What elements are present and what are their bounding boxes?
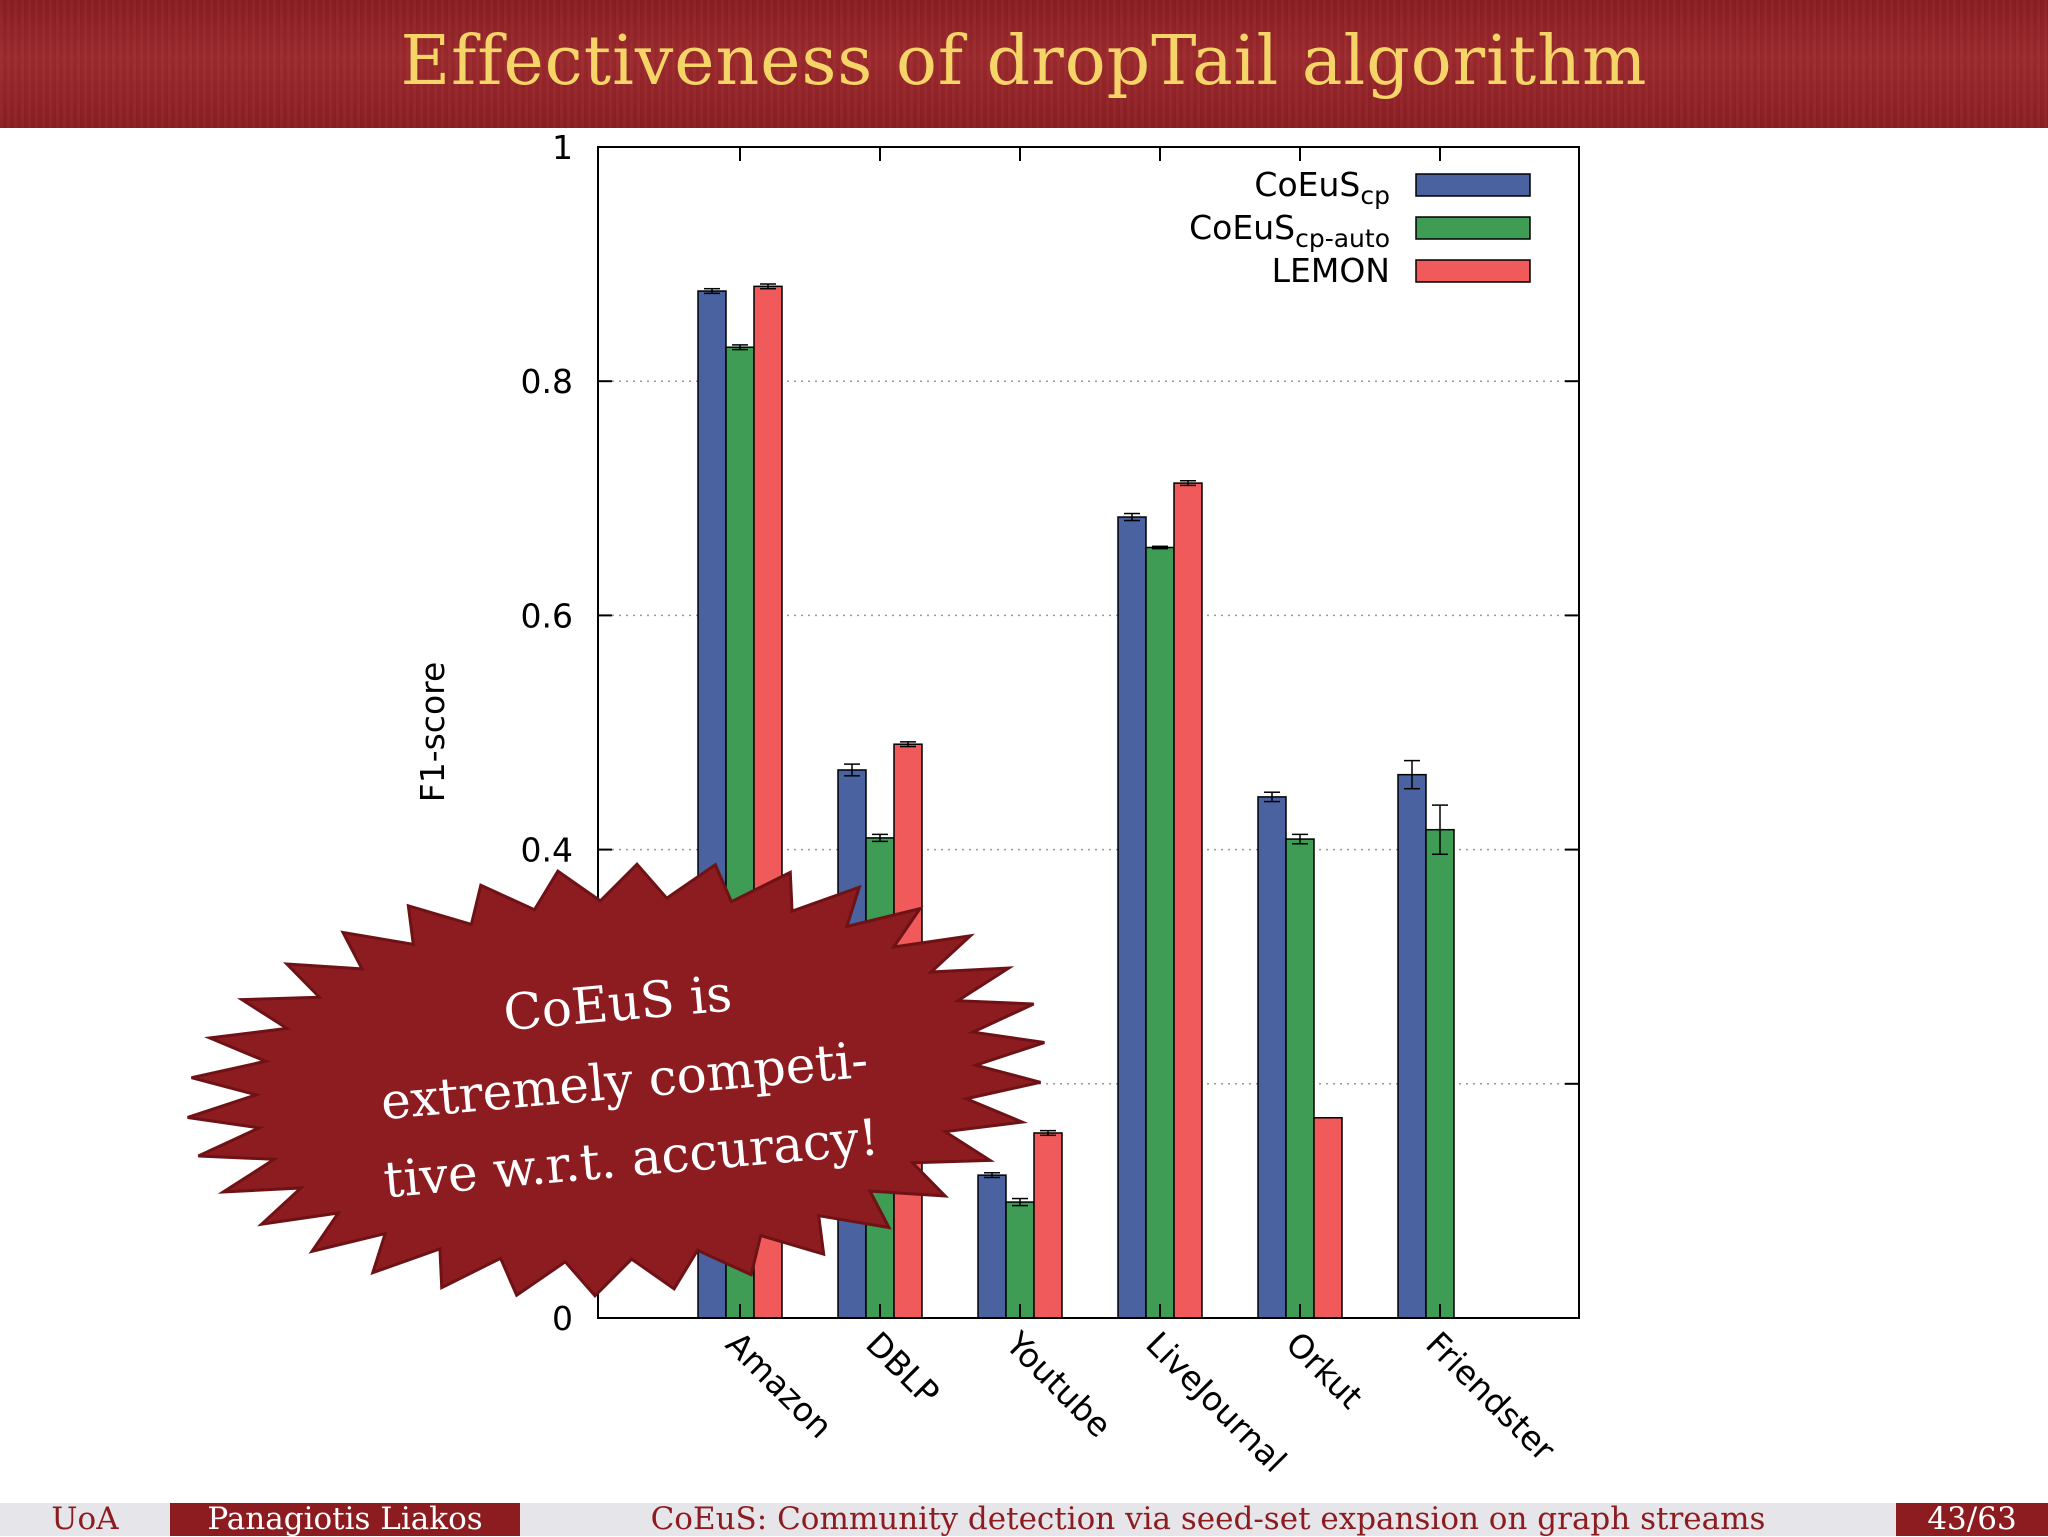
bar (1117, 516, 1147, 1319)
y-axis-label: F1-score (413, 662, 452, 803)
legend-swatch (1415, 259, 1531, 283)
bar (1173, 482, 1203, 1319)
slide-title: Effectiveness of dropTail algorithm (400, 22, 1648, 101)
legend-label: LEMON (1272, 251, 1390, 290)
footer-page-number: 43/63 (1896, 1503, 2048, 1536)
x-tick-label: Orkut (1278, 1324, 1370, 1416)
bar (1033, 1132, 1063, 1319)
bar (1145, 546, 1175, 1319)
footer-institution: UoA (0, 1503, 170, 1536)
y-tick-label: 0.8 (521, 362, 573, 401)
x-tick-label: Friendster (1418, 1324, 1563, 1469)
x-tick-label: DBLP (858, 1324, 947, 1413)
bar (1285, 838, 1315, 1319)
starburst-shape (187, 862, 1045, 1298)
bar (1313, 1117, 1343, 1319)
footer-talk-title: CoEuS: Community detection via seed-set … (520, 1503, 1896, 1536)
x-tick-label: Amazon (718, 1324, 840, 1446)
x-tick-label: LiveJournal (1138, 1324, 1294, 1480)
bar (1397, 773, 1427, 1319)
title-bar: Effectiveness of dropTail algorithm (0, 0, 2048, 128)
y-tick-label: 0 (552, 1299, 573, 1338)
bar (977, 1174, 1007, 1319)
bar (1005, 1201, 1035, 1319)
x-tick-label: Youtube (998, 1323, 1120, 1445)
error-bars (704, 283, 1448, 1207)
legend-swatch (1415, 173, 1531, 197)
axis-ticks (598, 146, 1579, 1319)
y-tick-label: 1 (552, 128, 573, 167)
y-tick-label: 0.4 (521, 831, 573, 870)
bar (1257, 796, 1287, 1319)
callout-starburst: CoEuS is extremely competi- tive w.r.t. … (187, 862, 1045, 1298)
legend-label: CoEuScp-auto (1189, 208, 1390, 253)
plot-frame (597, 146, 1580, 1319)
y-tick-label: 0.6 (521, 596, 573, 635)
gridlines (598, 380, 1579, 1085)
bar-chart: 00.20.40.60.81 AmazonDBLPYoutubeLiveJour… (187, 128, 1580, 1480)
footer-author: Panagiotis Liakos (170, 1503, 520, 1536)
bar (1425, 828, 1455, 1319)
footer: UoA Panagiotis Liakos CoEuS: Community d… (0, 1503, 2048, 1536)
legend-label: CoEuScp (1254, 165, 1390, 210)
legend-swatch (1415, 216, 1531, 240)
